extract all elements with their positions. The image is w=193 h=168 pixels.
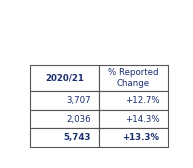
Text: 2020/21: 2020/21 xyxy=(45,73,84,82)
Text: +13.3%: +13.3% xyxy=(123,133,159,142)
Text: +12.7%: +12.7% xyxy=(125,96,159,105)
Text: +14.3%: +14.3% xyxy=(125,115,159,123)
Bar xyxy=(99,110,168,128)
Text: 3,707: 3,707 xyxy=(66,96,91,105)
Bar xyxy=(99,91,168,110)
Text: 2,036: 2,036 xyxy=(66,115,91,123)
Bar xyxy=(30,128,99,147)
Bar xyxy=(30,65,99,91)
Text: 5,743: 5,743 xyxy=(63,133,91,142)
Bar xyxy=(30,91,99,110)
Bar xyxy=(30,110,99,128)
Bar xyxy=(99,65,168,91)
Bar xyxy=(99,128,168,147)
Text: % Reported
Change: % Reported Change xyxy=(108,68,159,88)
